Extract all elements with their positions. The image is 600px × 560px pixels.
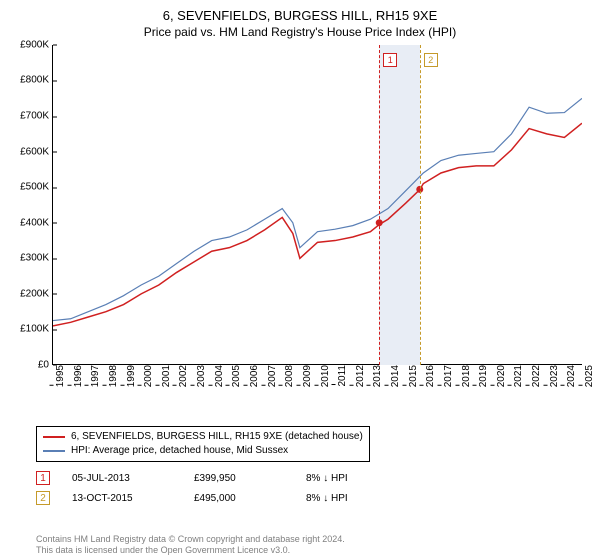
- event-date: 05-JUL-2013: [72, 473, 172, 484]
- chart-area: £0£100K£200K£300K£400K£500K£600K£700K£80…: [52, 45, 582, 415]
- x-tick: 2025: [582, 365, 595, 387]
- chart-subtitle: Price paid vs. HM Land Registry's House …: [10, 25, 590, 39]
- x-tick: 2018: [459, 365, 472, 387]
- event-vline: [420, 45, 421, 365]
- event-marker: 2: [424, 53, 438, 67]
- x-tick: 2023: [547, 365, 560, 387]
- event-date: 13-OCT-2015: [72, 493, 172, 504]
- x-tick: 1999: [124, 365, 137, 387]
- legend-row: 6, SEVENFIELDS, BURGESS HILL, RH15 9XE (…: [43, 430, 363, 444]
- x-tick: 2019: [476, 365, 489, 387]
- x-tick: 2000: [141, 365, 154, 387]
- x-tick: 2020: [494, 365, 507, 387]
- legend-row: HPI: Average price, detached house, Mid …: [43, 444, 363, 458]
- y-tick: £400K: [13, 217, 53, 228]
- event-pct: 8% ↓ HPI: [306, 493, 396, 504]
- x-tick: 2010: [318, 365, 331, 387]
- legend-swatch: [43, 450, 65, 452]
- series-line: [53, 98, 582, 320]
- legend-swatch: [43, 436, 65, 438]
- x-tick: 2022: [529, 365, 542, 387]
- x-tick: 2017: [441, 365, 454, 387]
- x-tick: 1997: [88, 365, 101, 387]
- x-tick: 1998: [106, 365, 119, 387]
- x-tick: 2009: [300, 365, 313, 387]
- y-tick: £500K: [13, 182, 53, 193]
- event-table: 1 05-JUL-2013 £399,950 8% ↓ HPI 2 13-OCT-2015…: [36, 468, 556, 508]
- x-tick: 2005: [229, 365, 242, 387]
- x-tick: 2016: [423, 365, 436, 387]
- x-tick: 2014: [388, 365, 401, 387]
- x-tick: 2013: [370, 365, 383, 387]
- chart-svg: [53, 45, 582, 365]
- x-tick: 2004: [212, 365, 225, 387]
- y-tick: £200K: [13, 288, 53, 299]
- event-price: £399,950: [194, 473, 284, 484]
- y-tick: £300K: [13, 253, 53, 264]
- x-tick: 2002: [176, 365, 189, 387]
- x-tick: 2003: [194, 365, 207, 387]
- x-tick: 2012: [353, 365, 366, 387]
- y-tick: £700K: [13, 111, 53, 122]
- y-tick: £900K: [13, 39, 53, 50]
- y-tick: £800K: [13, 75, 53, 86]
- x-tick: 1995: [53, 365, 66, 387]
- event-row: 2 13-OCT-2015 £495,000 8% ↓ HPI: [36, 488, 556, 508]
- event-number: 2: [36, 491, 50, 505]
- x-tick: 2001: [159, 365, 172, 387]
- event-number: 1: [36, 471, 50, 485]
- legend: 6, SEVENFIELDS, BURGESS HILL, RH15 9XE (…: [36, 426, 370, 462]
- event-pct: 8% ↓ HPI: [306, 473, 396, 484]
- legend-label: HPI: Average price, detached house, Mid …: [71, 444, 288, 458]
- legend-label: 6, SEVENFIELDS, BURGESS HILL, RH15 9XE (…: [71, 430, 363, 444]
- y-tick: £100K: [13, 324, 53, 335]
- event-price: £495,000: [194, 493, 284, 504]
- x-tick: 1996: [71, 365, 84, 387]
- event-vline: [379, 45, 380, 365]
- plot: £0£100K£200K£300K£400K£500K£600K£700K£80…: [52, 45, 582, 365]
- x-tick: 2008: [282, 365, 295, 387]
- y-tick: £0: [13, 359, 53, 370]
- chart-title: 6, SEVENFIELDS, BURGESS HILL, RH15 9XE: [10, 8, 590, 25]
- footer-line-2: This data is licensed under the Open Gov…: [36, 545, 345, 556]
- series-line: [53, 123, 582, 326]
- x-tick: 2007: [265, 365, 278, 387]
- x-tick: 2015: [406, 365, 419, 387]
- event-marker: 1: [383, 53, 397, 67]
- x-tick: 2024: [564, 365, 577, 387]
- footer-line-1: Contains HM Land Registry data © Crown c…: [36, 534, 345, 545]
- x-tick: 2006: [247, 365, 260, 387]
- x-tick: 2011: [335, 365, 348, 387]
- x-tick: 2021: [511, 365, 524, 387]
- footer-attribution: Contains HM Land Registry data © Crown c…: [36, 534, 345, 557]
- event-row: 1 05-JUL-2013 £399,950 8% ↓ HPI: [36, 468, 556, 488]
- y-tick: £600K: [13, 146, 53, 157]
